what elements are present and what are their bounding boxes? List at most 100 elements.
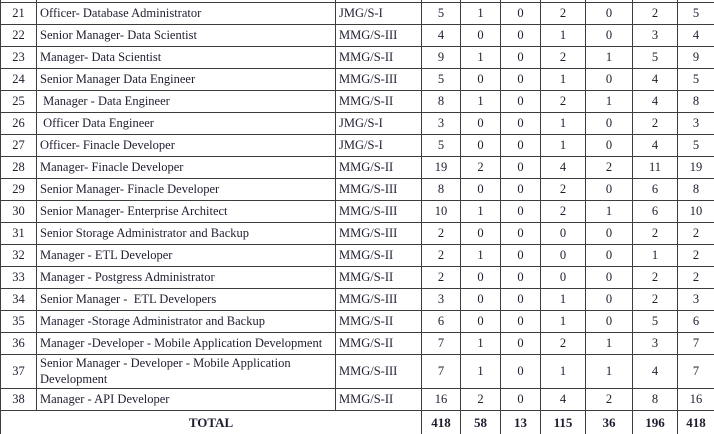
vacancy-value-cell: 4 bbox=[540, 388, 586, 411]
post-name-cell: Manager- Finacle Developer bbox=[36, 156, 336, 179]
vacancy-value-cell: 6 bbox=[677, 310, 714, 333]
table-row: 31 Senior Storage Administrator and Backu… bbox=[0, 222, 714, 245]
total-value-cell: 115 bbox=[540, 410, 586, 434]
serial-number-cell: 28 bbox=[0, 156, 37, 179]
vacancy-value-cell: 1 bbox=[460, 354, 501, 389]
vacancy-value-cell: 2 bbox=[421, 266, 461, 289]
table-row: 35 Manager -Storage Administrator and Bac… bbox=[0, 310, 714, 333]
vacancy-value-cell: 3 bbox=[421, 112, 461, 135]
vacancy-value-cell: 0 bbox=[500, 68, 541, 91]
grade-scale-cell: JMG/S-I bbox=[335, 2, 422, 25]
serial-number-cell: 30 bbox=[0, 200, 37, 223]
vacancy-value-cell: 16 bbox=[677, 388, 714, 411]
vacancy-value-cell: 5 bbox=[421, 68, 461, 91]
vacancy-value-cell: 0 bbox=[500, 134, 541, 157]
total-label-cell: TOTAL bbox=[0, 410, 422, 434]
vacancy-value-cell: 1 bbox=[540, 134, 586, 157]
grade-scale-cell: MMG/S-II bbox=[335, 266, 422, 289]
post-name-cell: Officer Data Engineer bbox=[36, 112, 336, 135]
vacancy-value-cell: 0 bbox=[460, 288, 501, 311]
vacancy-value-cell: 3 bbox=[677, 288, 714, 311]
vacancy-value-cell: 4 bbox=[632, 134, 678, 157]
vacancy-value-cell: 0 bbox=[500, 288, 541, 311]
vacancy-value-cell: 7 bbox=[677, 354, 714, 389]
vacancy-value-cell: 0 bbox=[500, 46, 541, 69]
vacancy-value-cell: 2 bbox=[421, 222, 461, 245]
table-row: 28 Manager- Finacle Developer MMG/S-II 19 2 0… bbox=[0, 156, 714, 179]
vacancy-value-cell: 7 bbox=[421, 354, 461, 389]
vacancy-value-cell: 0 bbox=[500, 244, 541, 267]
vacancy-value-cell: 0 bbox=[585, 24, 633, 47]
vacancy-value-cell: 1 bbox=[460, 332, 501, 355]
vacancy-value-cell: 0 bbox=[585, 266, 633, 289]
grade-scale-cell: MMG/S-III bbox=[335, 200, 422, 223]
vacancy-value-cell: 1 bbox=[632, 244, 678, 267]
vacancy-value-cell: 2 bbox=[540, 178, 586, 201]
vacancy-value-cell: 0 bbox=[585, 2, 633, 25]
total-value-cell: 418 bbox=[677, 410, 714, 434]
vacancy-value-cell: 0 bbox=[460, 24, 501, 47]
vacancy-value-cell: 5 bbox=[677, 134, 714, 157]
table-row: 26 Officer Data Engineer JMG/S-I 3 0 0 1 0 2 3 bbox=[0, 112, 714, 135]
vacancy-value-cell: 1 bbox=[540, 288, 586, 311]
vacancy-value-cell: 7 bbox=[421, 332, 461, 355]
table-row: 38 Manager - API Developer MMG/S-II 16 2 0 4 2 8… bbox=[0, 388, 714, 411]
vacancy-value-cell: 9 bbox=[677, 46, 714, 69]
vacancy-value-cell: 0 bbox=[500, 112, 541, 135]
grade-scale-cell: MMG/S-II bbox=[335, 46, 422, 69]
vacancy-value-cell: 4 bbox=[632, 68, 678, 91]
serial-number-cell: 36 bbox=[0, 332, 37, 355]
vacancy-value-cell: 4 bbox=[421, 24, 461, 47]
post-name-cell: Officer- Database Administrator bbox=[36, 2, 336, 25]
post-name-cell: Senior Manager - Developer - Mobile Appl… bbox=[36, 354, 336, 389]
vacancy-value-cell: 0 bbox=[500, 332, 541, 355]
table-row: 36 Manager -Developer - Mobile Applicatio… bbox=[0, 332, 714, 355]
vacancy-value-cell: 2 bbox=[632, 112, 678, 135]
grade-scale-cell: MMG/S-III bbox=[335, 24, 422, 47]
vacancy-value-cell: 1 bbox=[585, 200, 633, 223]
post-name-cell: Senior Manager Data Engineer bbox=[36, 68, 336, 91]
vacancy-value-cell: 6 bbox=[632, 200, 678, 223]
table-row: 23 Manager- Data Scientist MMG/S-II 9 1 0 2 1 5 9 bbox=[0, 46, 714, 69]
vacancy-value-cell: 1 bbox=[585, 332, 633, 355]
post-name-cell: Senior Manager - ETL Developers bbox=[36, 288, 336, 311]
vacancy-value-cell: 10 bbox=[421, 200, 461, 223]
grade-scale-cell: MMG/S-III bbox=[335, 222, 422, 245]
vacancy-value-cell: 2 bbox=[632, 222, 678, 245]
grade-scale-cell: MMG/S-II bbox=[335, 310, 422, 333]
vacancy-value-cell: 1 bbox=[585, 46, 633, 69]
total-value-cell: 58 bbox=[460, 410, 501, 434]
vacancy-value-cell: 0 bbox=[585, 310, 633, 333]
serial-number-cell: 25 bbox=[0, 90, 37, 113]
grade-scale-cell: MMG/S-II bbox=[335, 90, 422, 113]
vacancy-value-cell: 0 bbox=[460, 222, 501, 245]
serial-number-cell: 33 bbox=[0, 266, 37, 289]
vacancy-value-cell: 1 bbox=[460, 244, 501, 267]
post-name-cell: Senior Manager- Enterprise Architect bbox=[36, 200, 336, 223]
vacancy-value-cell: 8 bbox=[677, 90, 714, 113]
vacancy-value-cell: 1 bbox=[540, 24, 586, 47]
table-row: 21 Officer- Database Administrator JMG/S-I… bbox=[0, 2, 714, 25]
vacancy-value-cell: 0 bbox=[500, 24, 541, 47]
vacancy-value-cell: 19 bbox=[677, 156, 714, 179]
vacancy-value-cell: 5 bbox=[421, 134, 461, 157]
table-row: 34 Senior Manager - ETL Developers MMG/S-I… bbox=[0, 288, 714, 311]
vacancy-value-cell: 1 bbox=[460, 46, 501, 69]
total-row: TOTAL 418 58 13 115 36 196 418 bbox=[0, 410, 714, 434]
table-row: 37 Senior Manager - Developer - Mobile Ap… bbox=[0, 354, 714, 389]
post-name-cell: Manager - Postgress Administrator bbox=[36, 266, 336, 289]
vacancy-value-cell: 0 bbox=[460, 68, 501, 91]
serial-number-cell: 35 bbox=[0, 310, 37, 333]
vacancy-value-cell: 6 bbox=[421, 310, 461, 333]
vacancy-value-cell: 1 bbox=[540, 354, 586, 389]
serial-number-cell: 31 bbox=[0, 222, 37, 245]
grade-scale-cell: JMG/S-I bbox=[335, 112, 422, 135]
post-name-cell: Senior Manager- Data Scientist bbox=[36, 24, 336, 47]
serial-number-cell: 37 bbox=[0, 354, 37, 389]
post-name-cell: Senior Manager- Finacle Developer bbox=[36, 178, 336, 201]
serial-number-cell: 22 bbox=[0, 24, 37, 47]
serial-number-cell: 29 bbox=[0, 178, 37, 201]
serial-number-cell: 21 bbox=[0, 2, 37, 25]
vacancy-value-cell: 0 bbox=[500, 178, 541, 201]
vacancy-value-cell: 1 bbox=[460, 200, 501, 223]
